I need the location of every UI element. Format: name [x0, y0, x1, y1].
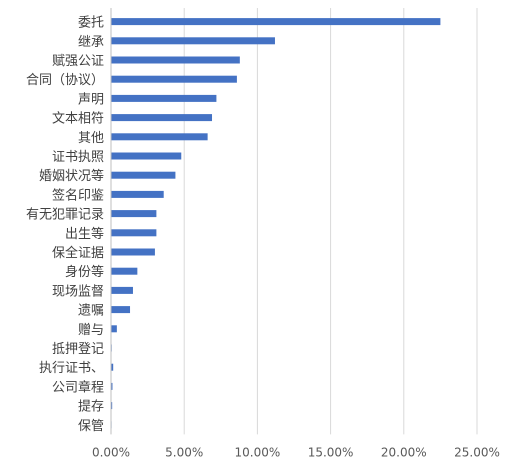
bar-series: [111, 18, 441, 429]
bar: [111, 229, 157, 237]
category-label: 遗嘱: [78, 304, 104, 319]
category-label: 签名印鉴: [52, 187, 104, 203]
category-label: 合同（协议）: [26, 73, 104, 88]
category-label: 其他: [78, 131, 104, 146]
x-tick-label: 25.00%: [454, 445, 500, 459]
category-label: 声明: [78, 92, 104, 107]
bar: [111, 286, 133, 294]
axes: 0.00% 5.00% 10.00% 15.00% 20.00% 25.00% 委托继承赋强…: [26, 8, 500, 459]
bar: [111, 210, 157, 218]
category-label: 继承: [78, 35, 104, 50]
bar: [111, 37, 275, 45]
bar: [111, 171, 176, 179]
category-label: 婚姻状况等: [39, 168, 104, 184]
category-label: 出生等: [65, 226, 104, 242]
bar: [111, 18, 441, 26]
bar: [111, 402, 113, 410]
category-label: 保全证据: [52, 245, 104, 261]
category-label: 现场监督: [52, 284, 104, 299]
bar: [111, 114, 213, 122]
category-label: 身份等: [65, 264, 104, 280]
bar: [111, 267, 138, 275]
bar: [111, 325, 117, 333]
bar: [111, 306, 131, 314]
bar: [111, 152, 182, 160]
category-label: 赋强公证: [52, 54, 104, 69]
category-label: 保管: [78, 419, 104, 434]
category-label: 公司章程: [52, 379, 104, 395]
x-tick-label: 10.00%: [235, 445, 281, 459]
x-tick-label: 0.00%: [92, 445, 130, 459]
x-tick-label: 20.00%: [381, 445, 427, 459]
gridlines: [183, 8, 478, 435]
bar: [111, 133, 208, 141]
bar: [111, 94, 217, 102]
category-label: 委托: [78, 16, 104, 31]
bar: [111, 248, 155, 256]
bar: [111, 75, 237, 83]
category-label: 证书执照: [52, 150, 104, 165]
bar: [111, 56, 240, 64]
x-tick-label: 15.00%: [308, 445, 354, 459]
category-label: 文本相符: [52, 111, 104, 127]
category-label: 提存: [78, 399, 104, 415]
bar: [111, 382, 113, 390]
bar: [111, 363, 114, 371]
bar: [111, 190, 164, 198]
category-label: 抵押登记: [52, 342, 104, 357]
category-label: 有无犯罪记录: [26, 208, 104, 223]
x-tick-label: 5.00%: [165, 445, 203, 459]
category-label: 赠与: [78, 323, 104, 338]
category-label: 执行证书、: [39, 361, 104, 376]
